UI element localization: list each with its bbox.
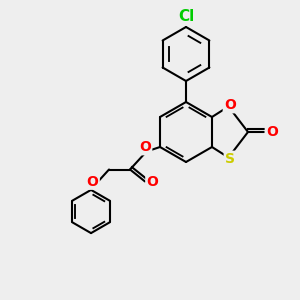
Text: O: O	[147, 175, 158, 188]
Text: S: S	[225, 152, 235, 166]
Text: O: O	[224, 98, 236, 112]
Text: O: O	[139, 140, 151, 154]
Text: O: O	[266, 125, 278, 139]
Text: Cl: Cl	[178, 9, 194, 24]
Text: O: O	[87, 175, 98, 188]
